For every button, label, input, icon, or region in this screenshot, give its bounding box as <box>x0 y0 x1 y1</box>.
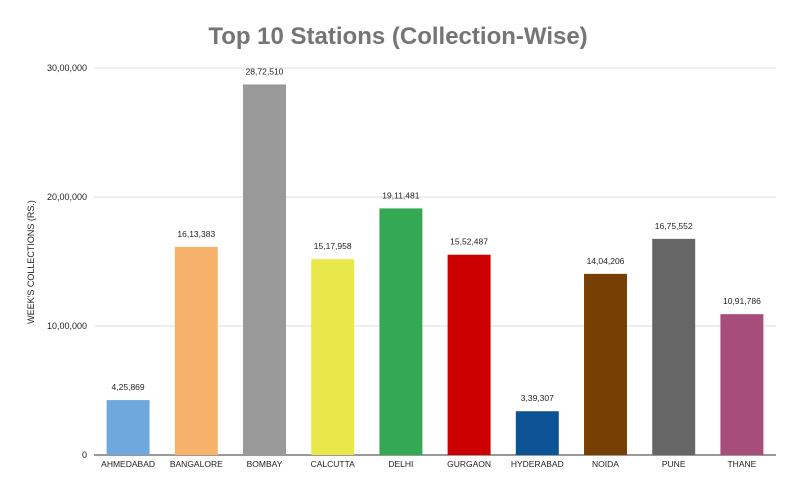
data-label-gurgaon: 15,52,487 <box>450 237 488 247</box>
bars <box>106 84 764 455</box>
data-label-ahmedabad: 4,25,869 <box>112 382 145 392</box>
y-tick-label: 30,00,000 <box>47 63 87 73</box>
x-tick-label: NOIDA <box>592 459 619 469</box>
x-tick-label: CALCUTTA <box>311 459 356 469</box>
y-axis-label: WEEK'S COLLECTIONS (RS.) <box>26 200 36 324</box>
data-label-hyderabad: 3,39,307 <box>521 393 554 403</box>
x-tick-label: PUNE <box>662 459 686 469</box>
bar-delhi <box>379 208 423 455</box>
data-label-noida: 14,04,206 <box>587 256 625 266</box>
x-tick-label: THANE <box>727 459 756 469</box>
x-tick-label: BOMBAY <box>247 459 283 469</box>
bar-hyderabad <box>515 411 559 455</box>
data-label-delhi: 19,11,481 <box>382 190 419 200</box>
data-label-calcutta: 15,17,958 <box>314 241 352 251</box>
data-label-bombay: 28,72,510 <box>246 66 284 76</box>
bar-noida <box>584 273 627 455</box>
y-axis-ticks: 0 10,00,000 20,00,000 30,00,000 <box>47 63 87 460</box>
bar-bangalore <box>174 246 218 455</box>
x-tick-label: AHMEDABAD <box>101 459 155 469</box>
data-labels: 4,25,869 16,13,383 28,72,510 15,17,958 19,11… <box>112 66 762 403</box>
x-tick-label: HYDERABAD <box>511 459 564 469</box>
bar-calcutta <box>311 259 355 455</box>
bar-gurgaon <box>447 254 491 455</box>
x-axis-categories: AHMEDABAD BANGALORE BOMBAY CALCUTTA DELHI GUR… <box>101 459 756 469</box>
y-tick-label: 20,00,000 <box>47 192 87 202</box>
bar-bombay <box>243 84 286 455</box>
x-tick-label: BANGALORE <box>170 459 223 469</box>
x-tick-label: GURGAON <box>447 459 491 469</box>
bar-ahmedabad <box>106 400 150 455</box>
y-tick-label: 0 <box>82 450 87 460</box>
chart-title: Top 10 Stations (Collection-Wise) <box>208 23 587 50</box>
bar-pune <box>652 238 696 455</box>
x-tick-label: DELHI <box>388 459 413 469</box>
data-label-thane: 10,91,786 <box>723 296 761 306</box>
bar-thane <box>720 314 764 455</box>
y-tick-label: 10,00,000 <box>47 321 87 331</box>
data-label-bangalore: 16,13,383 <box>177 229 215 239</box>
data-label-pune: 16,75,552 <box>655 221 693 231</box>
